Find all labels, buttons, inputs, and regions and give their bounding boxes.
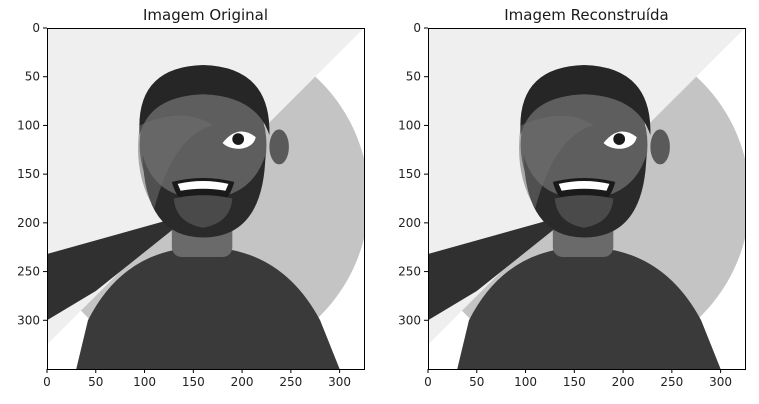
image-plot <box>47 28 364 369</box>
y-tick-label: 250 <box>398 265 421 279</box>
chart-panel-2: Imagem Reconstruída 0 50 100 150 200 250 300 0 50… <box>398 6 746 389</box>
x-tick-label: 200 <box>231 375 254 389</box>
y-tick-label: 0 <box>413 21 421 35</box>
x-tick-label: 150 <box>563 375 586 389</box>
chart-title: Imagem Reconstruída <box>504 6 669 24</box>
y-tick-label: 200 <box>17 216 40 230</box>
y-tick-label: 100 <box>17 118 40 132</box>
axes-frame <box>428 28 746 370</box>
y-tick-label: 150 <box>17 167 40 181</box>
x-tick-label: 50 <box>469 375 484 389</box>
x-tick-label: 100 <box>133 375 156 389</box>
x-tick-label: 300 <box>709 375 732 389</box>
chart-title: Imagem Original <box>143 6 268 24</box>
axes-frame <box>47 28 365 370</box>
x-tick-label: 0 <box>43 375 51 389</box>
x-tick-label: 0 <box>424 375 432 389</box>
chart-panel-1: Imagem Original 0 50 100 150 200 250 300 0 50 100 1… <box>17 6 365 389</box>
y-tick-label: 250 <box>17 265 40 279</box>
y-tick-label: 300 <box>17 313 40 327</box>
y-tick-label: 300 <box>398 313 421 327</box>
x-tick-label: 200 <box>612 375 635 389</box>
image-plot <box>428 28 745 369</box>
x-tick-label: 50 <box>88 375 103 389</box>
y-tick-label: 150 <box>398 167 421 181</box>
y-tick-label: 0 <box>32 21 40 35</box>
y-tick-label: 100 <box>398 118 421 132</box>
x-tick-label: 150 <box>182 375 205 389</box>
x-tick-label: 100 <box>514 375 537 389</box>
y-tick-label: 50 <box>406 70 421 84</box>
x-tick-label: 250 <box>279 375 302 389</box>
x-tick-label: 250 <box>660 375 683 389</box>
x-tick-label: 300 <box>328 375 351 389</box>
y-tick-label: 50 <box>25 70 40 84</box>
y-tick-label: 200 <box>398 216 421 230</box>
